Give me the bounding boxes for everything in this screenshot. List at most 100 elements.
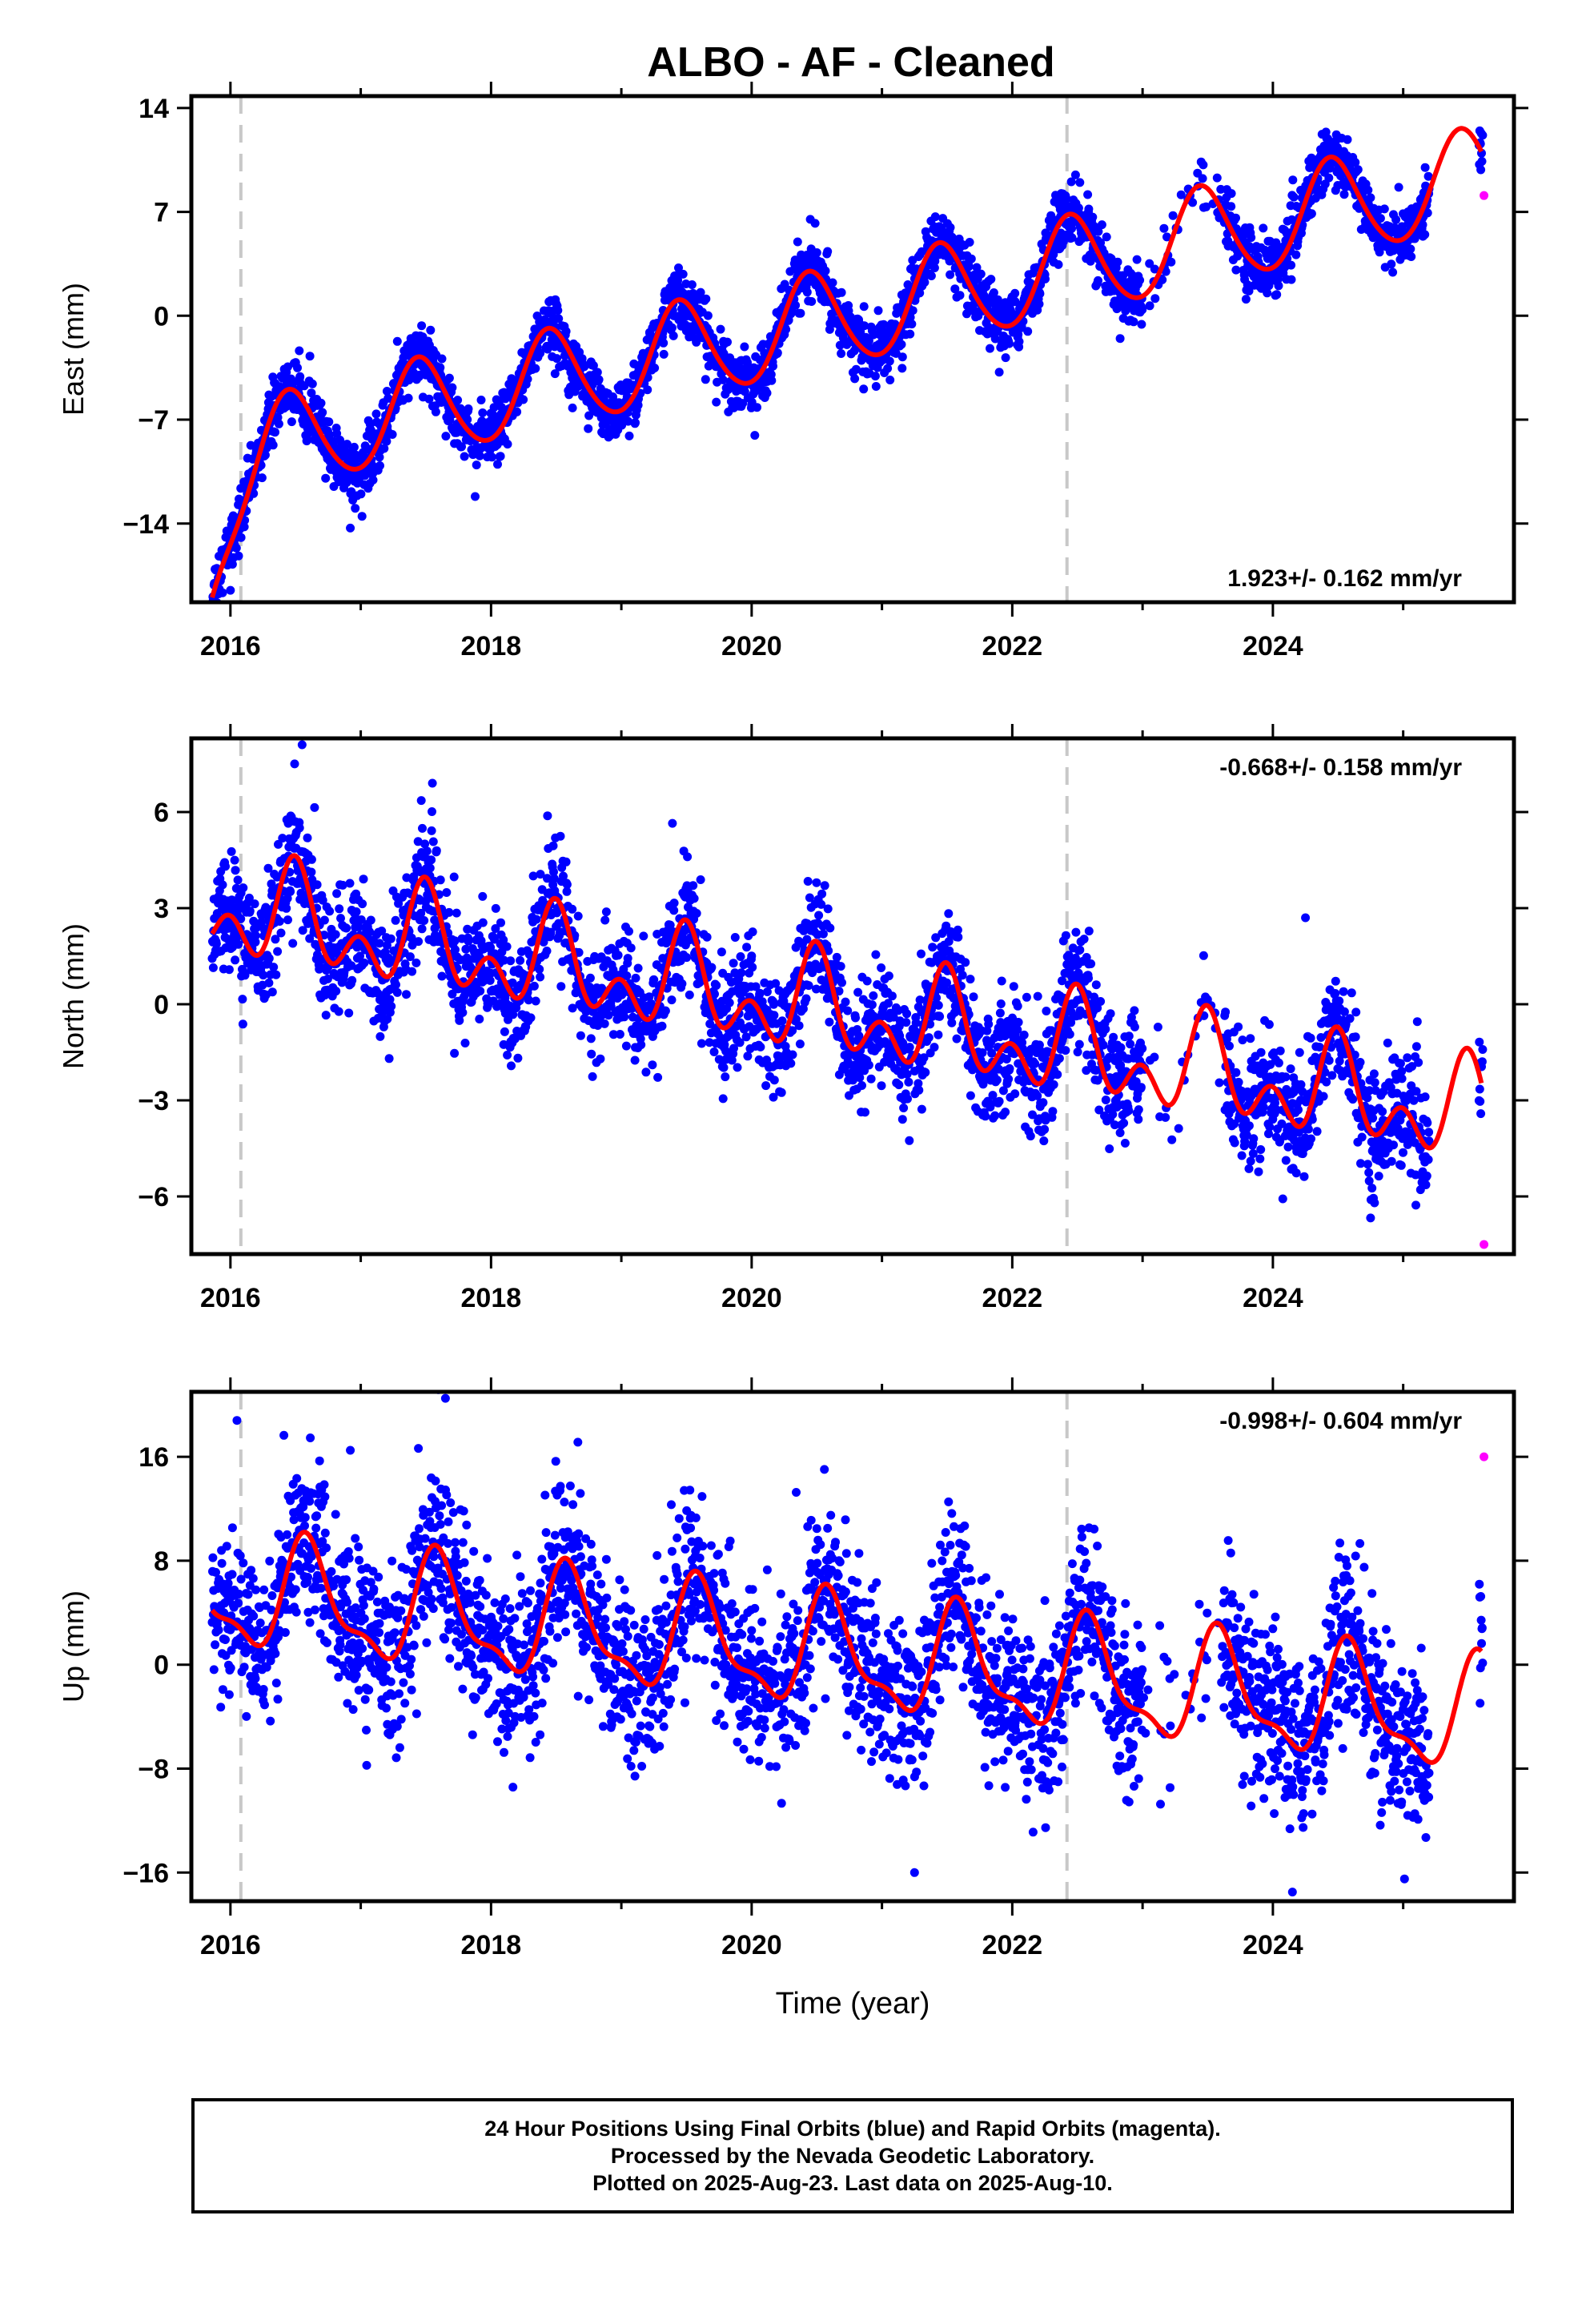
data-point — [500, 1027, 509, 1036]
data-point — [1054, 259, 1063, 269]
data-point — [244, 893, 254, 903]
data-point — [263, 863, 273, 873]
data-point — [227, 895, 236, 905]
data-point — [710, 989, 719, 999]
data-point — [930, 263, 939, 272]
data-point — [422, 846, 432, 856]
data-point — [375, 461, 384, 470]
data-point — [600, 915, 610, 925]
data-point — [665, 920, 675, 930]
data-point — [1231, 213, 1240, 223]
data-point — [382, 941, 391, 950]
data-point — [786, 1059, 796, 1068]
data-point — [631, 418, 640, 428]
data-point — [807, 297, 817, 306]
data-point — [1263, 288, 1272, 298]
data-point — [914, 1085, 924, 1095]
data-point — [905, 1043, 914, 1052]
data-point — [1394, 183, 1403, 192]
data-point — [935, 1011, 945, 1021]
data-point — [921, 1068, 930, 1077]
data-point — [850, 374, 860, 384]
data-point — [211, 939, 221, 948]
data-point — [218, 880, 227, 890]
data-point — [788, 1050, 797, 1059]
data-point — [821, 266, 830, 275]
data-point — [823, 904, 833, 914]
data-point — [1132, 255, 1142, 264]
data-point — [392, 336, 402, 346]
data-point — [375, 939, 384, 948]
data-point — [236, 533, 246, 542]
data-point — [542, 947, 552, 955]
data-point — [267, 879, 276, 889]
data-point — [894, 1080, 904, 1090]
data-point — [701, 375, 710, 384]
rate-label: 1.923+/- 0.162 mm/yr — [1227, 565, 1462, 592]
data-point — [1420, 163, 1430, 172]
data-point — [1049, 250, 1058, 259]
data-point — [674, 263, 683, 272]
data-point — [391, 915, 400, 925]
data-point — [379, 444, 389, 453]
data-point — [837, 349, 846, 358]
data-point — [345, 879, 355, 888]
data-point — [954, 932, 963, 942]
data-point — [919, 1053, 929, 1063]
data-point — [1423, 171, 1433, 181]
data-point — [1014, 330, 1023, 340]
data-point — [458, 1007, 468, 1017]
data-point — [331, 987, 341, 996]
data-point — [769, 999, 778, 1009]
data-point — [208, 963, 218, 972]
data-point — [298, 926, 307, 935]
data-point — [355, 951, 364, 961]
data-point — [631, 973, 640, 983]
data-point — [777, 1088, 786, 1097]
data-point — [303, 833, 312, 842]
data-point — [460, 1039, 470, 1047]
data-point — [788, 308, 797, 316]
data-point — [854, 1031, 864, 1040]
data-point — [718, 1094, 728, 1104]
data-point — [682, 953, 692, 963]
data-point — [568, 403, 577, 412]
data-point — [209, 612, 218, 621]
data-point — [667, 995, 677, 1005]
data-point — [678, 269, 688, 279]
data-point — [748, 963, 757, 972]
data-point — [885, 376, 895, 384]
data-point — [556, 982, 566, 991]
data-point — [531, 996, 540, 1006]
data-point — [273, 947, 283, 956]
data-point — [1083, 190, 1093, 199]
data-point — [1274, 281, 1283, 291]
data-point — [508, 978, 517, 987]
data-point — [334, 1007, 343, 1016]
data-point — [781, 324, 791, 334]
data-point — [884, 971, 893, 981]
data-point — [1159, 223, 1169, 233]
data-point — [689, 894, 699, 903]
data-point — [1418, 220, 1427, 230]
data-point — [1001, 353, 1010, 363]
data-point — [1113, 257, 1122, 267]
data-point — [321, 1011, 331, 1020]
data-point — [917, 247, 926, 256]
data-point — [1339, 190, 1349, 199]
data-point — [539, 937, 548, 947]
data-point — [639, 931, 648, 941]
data-point — [932, 993, 942, 1003]
data-point — [934, 1000, 943, 1010]
data-point — [576, 1031, 585, 1040]
panel-plot-area — [207, 738, 1488, 1254]
data-point — [942, 978, 951, 987]
data-point — [1067, 233, 1077, 243]
data-point — [387, 430, 397, 439]
data-point — [302, 436, 311, 446]
data-point — [889, 1012, 898, 1022]
data-point — [877, 963, 886, 972]
data-point — [316, 398, 326, 408]
data-point — [283, 362, 292, 372]
data-point — [485, 975, 495, 985]
